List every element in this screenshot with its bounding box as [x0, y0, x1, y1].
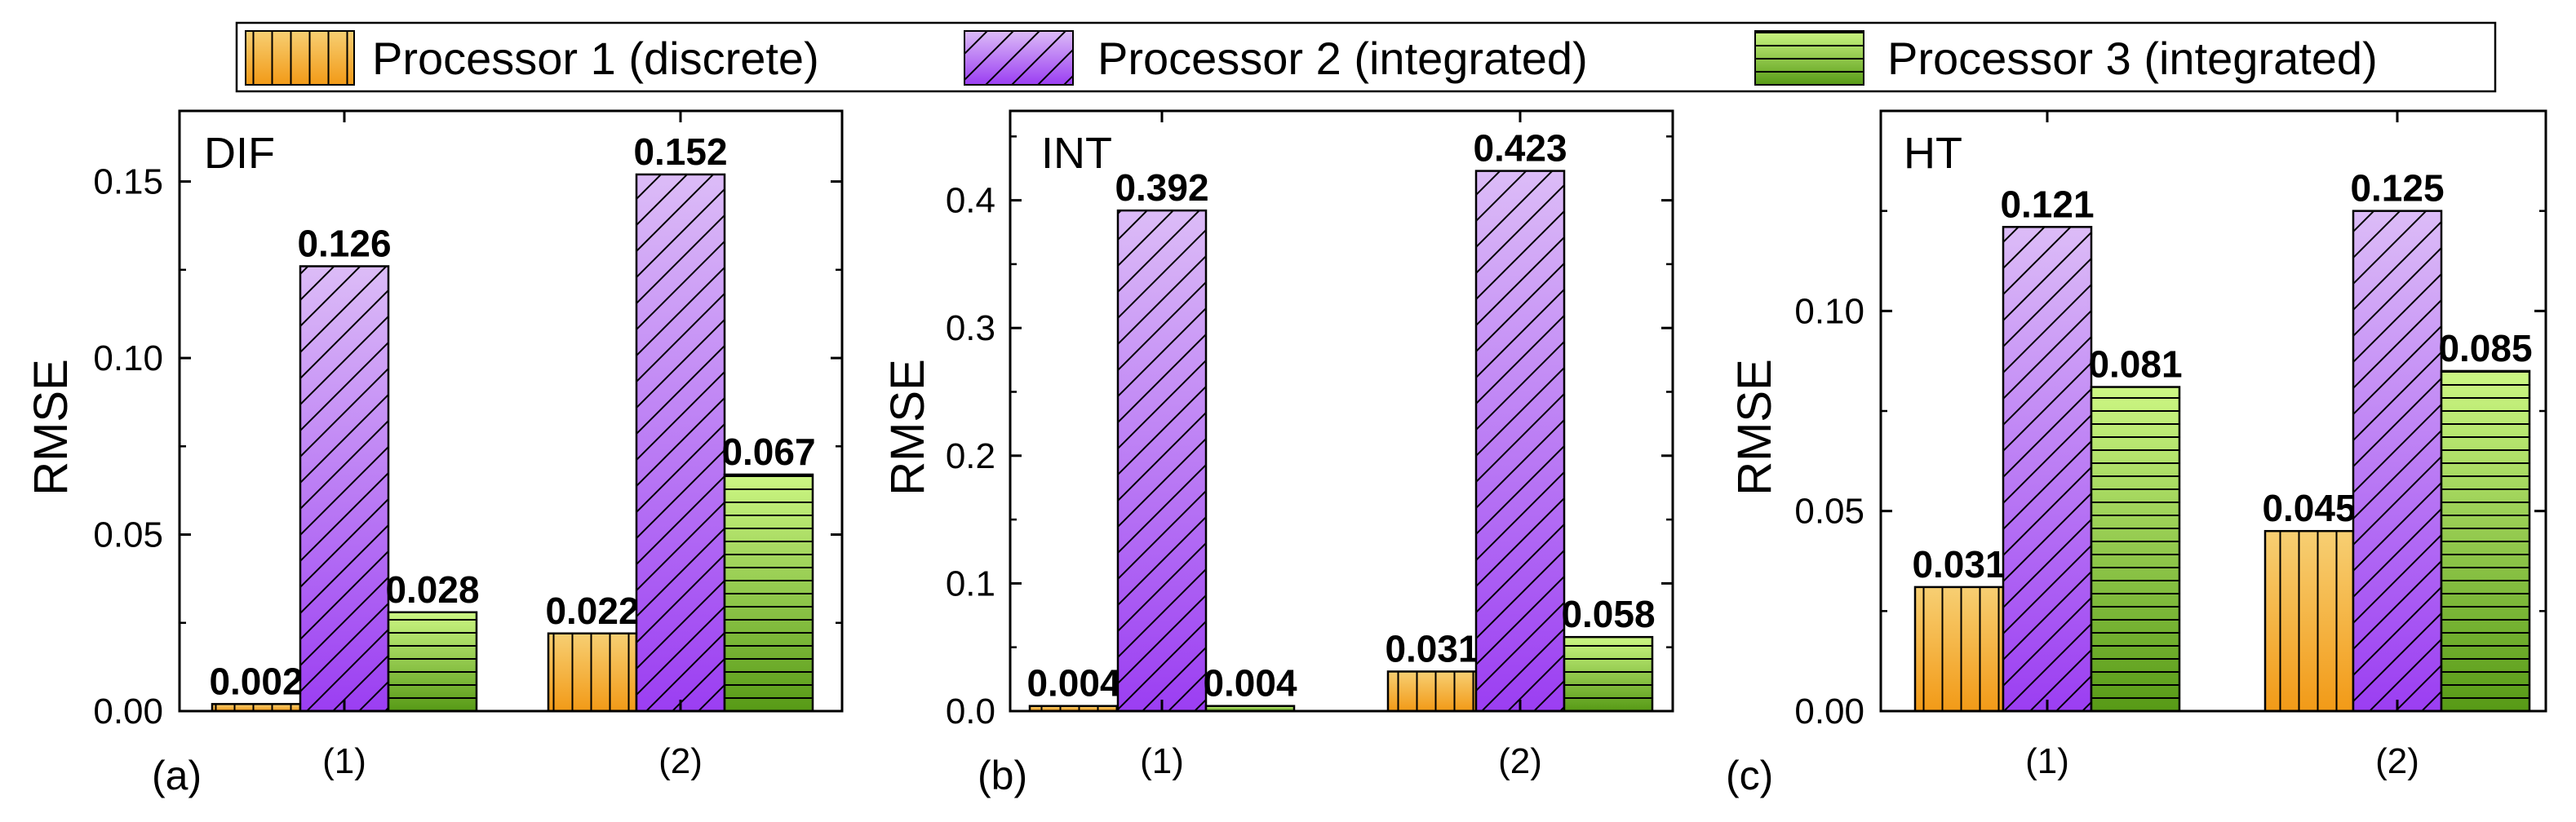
legend-hatch-processor1	[245, 30, 355, 86]
y-axis-label: RMSE	[1728, 359, 1781, 496]
value-label-processor1-group1: 0.031	[1912, 543, 2006, 586]
x-tick-label: (2)	[1498, 741, 1542, 781]
y-tick-label: 0.05	[93, 515, 163, 555]
plot-frame	[1009, 109, 1674, 713]
panel-title: HT	[1904, 129, 1962, 178]
bar-processor2-group1-hatch	[1116, 209, 1208, 713]
bar-processor3-group2-hatch	[1563, 635, 1654, 713]
legend-hatch-processor2	[964, 30, 1074, 86]
value-label-processor3-group2: 0.067	[721, 431, 815, 473]
y-tick-label: 0.00	[1794, 692, 1864, 731]
value-label-processor1-group2: 0.045	[2262, 487, 2356, 529]
y-tick-label: 0.3	[946, 308, 995, 348]
value-label-processor1-group1: 0.004	[1026, 662, 1121, 705]
bar-processor2-group2-hatch	[2352, 210, 2443, 713]
y-tick-label: 0.2	[946, 436, 995, 476]
bar-processor2-group2-hatch	[1474, 170, 1566, 713]
chart-panels: 0.0020.0220.1260.1520.0280.0670.000.050.…	[24, 109, 2547, 798]
y-tick-label: 0.15	[93, 162, 163, 202]
value-label-processor2-group1: 0.126	[297, 222, 391, 264]
x-tick-label: (1)	[1140, 741, 1184, 781]
value-label-processor3-group1: 0.028	[385, 568, 479, 611]
plot-frame	[178, 109, 844, 713]
y-tick-label: 0.00	[93, 692, 163, 731]
y-tick-label: 0.05	[1794, 492, 1864, 532]
legend-entry-processor3: Processor 3 (integrated)	[1754, 30, 2378, 86]
value-label-processor1-group2: 0.022	[545, 590, 639, 632]
value-label-processor2-group1: 0.392	[1115, 166, 1208, 209]
legend-entry-processor2: Processor 2 (integrated)	[964, 30, 1588, 86]
bar-processor1-group2-hatch	[1386, 670, 1478, 713]
value-label-processor3-group1: 0.081	[2088, 343, 2182, 386]
bar-processor1-group2-hatch	[2263, 529, 2355, 713]
panel-c: 0.031 0.045 0.121 0.125 0.081 0.085 0.00 0.05 0.…	[1726, 109, 2547, 798]
bar-processor3-group2-hatch	[723, 473, 814, 713]
legend-label-processor3: Processor 3 (integrated)	[1887, 33, 2378, 84]
panel-letter: (c)	[1726, 753, 1773, 798]
panel-b: 0.004 0.031 0.392 0.423 0.004 0.058 0.0 0.1 0.2 0…	[881, 109, 1674, 798]
value-label-processor2-group2: 0.423	[1473, 127, 1567, 170]
bar-processor2-group1-hatch	[2002, 226, 2093, 713]
legend-hatch-processor3	[1754, 30, 1864, 86]
panel-title: INT	[1041, 129, 1112, 178]
y-tick-label: 0.10	[1794, 291, 1864, 331]
bar-processor3-group2-hatch	[2440, 369, 2531, 713]
value-label-processor2-group1: 0.121	[2000, 183, 2094, 225]
legend-entry-processor1: Processor 1 (discrete)	[245, 30, 819, 86]
bar-processor2-group2-hatch	[635, 173, 726, 713]
panel-letter: (a)	[152, 753, 202, 798]
value-label-processor3-group1: 0.004	[1203, 662, 1297, 705]
y-axis-label: RMSE	[881, 359, 934, 496]
x-tick-label: (1)	[2025, 741, 2069, 781]
value-label-processor3-group2: 0.058	[1561, 593, 1655, 635]
y-tick-label: 0.1	[946, 563, 995, 603]
y-tick-label: 0.10	[93, 338, 163, 378]
value-label-processor1-group1: 0.002	[209, 660, 303, 702]
panel-a: 0.002 0.022 0.126 0.152 0.028 0.067 0.00 0.05 0.…	[24, 109, 844, 798]
value-label-processor2-group2: 0.152	[633, 130, 727, 173]
x-tick-label: (1)	[322, 741, 366, 781]
x-tick-label: (2)	[658, 741, 703, 781]
bar-processor1-group2-hatch	[547, 632, 638, 713]
legend: Processor 1 (discrete) Processor 2 (inte…	[235, 21, 2497, 93]
panel-title: DIF	[204, 129, 275, 178]
bar-processor1-group1-hatch	[1913, 586, 2005, 713]
value-label-processor3-group2: 0.085	[2438, 327, 2532, 369]
legend-frame	[235, 21, 2497, 93]
legend-label-processor1: Processor 1 (discrete)	[372, 33, 819, 84]
bar-processor2-group1-hatch	[299, 265, 390, 713]
value-label-processor2-group2: 0.125	[2350, 167, 2444, 210]
panel-letter: (b)	[978, 753, 1027, 798]
y-axis-label: RMSE	[24, 359, 78, 496]
value-label-processor1-group2: 0.031	[1385, 627, 1479, 670]
y-tick-label: 0.0	[946, 692, 995, 731]
y-tick-label: 0.4	[946, 181, 995, 221]
bar-processor3-group1-hatch	[2090, 386, 2181, 713]
x-tick-label: (2)	[2375, 741, 2419, 781]
legend-label-processor2: Processor 2 (integrated)	[1097, 33, 1588, 84]
bar-processor3-group1-hatch	[387, 611, 478, 713]
